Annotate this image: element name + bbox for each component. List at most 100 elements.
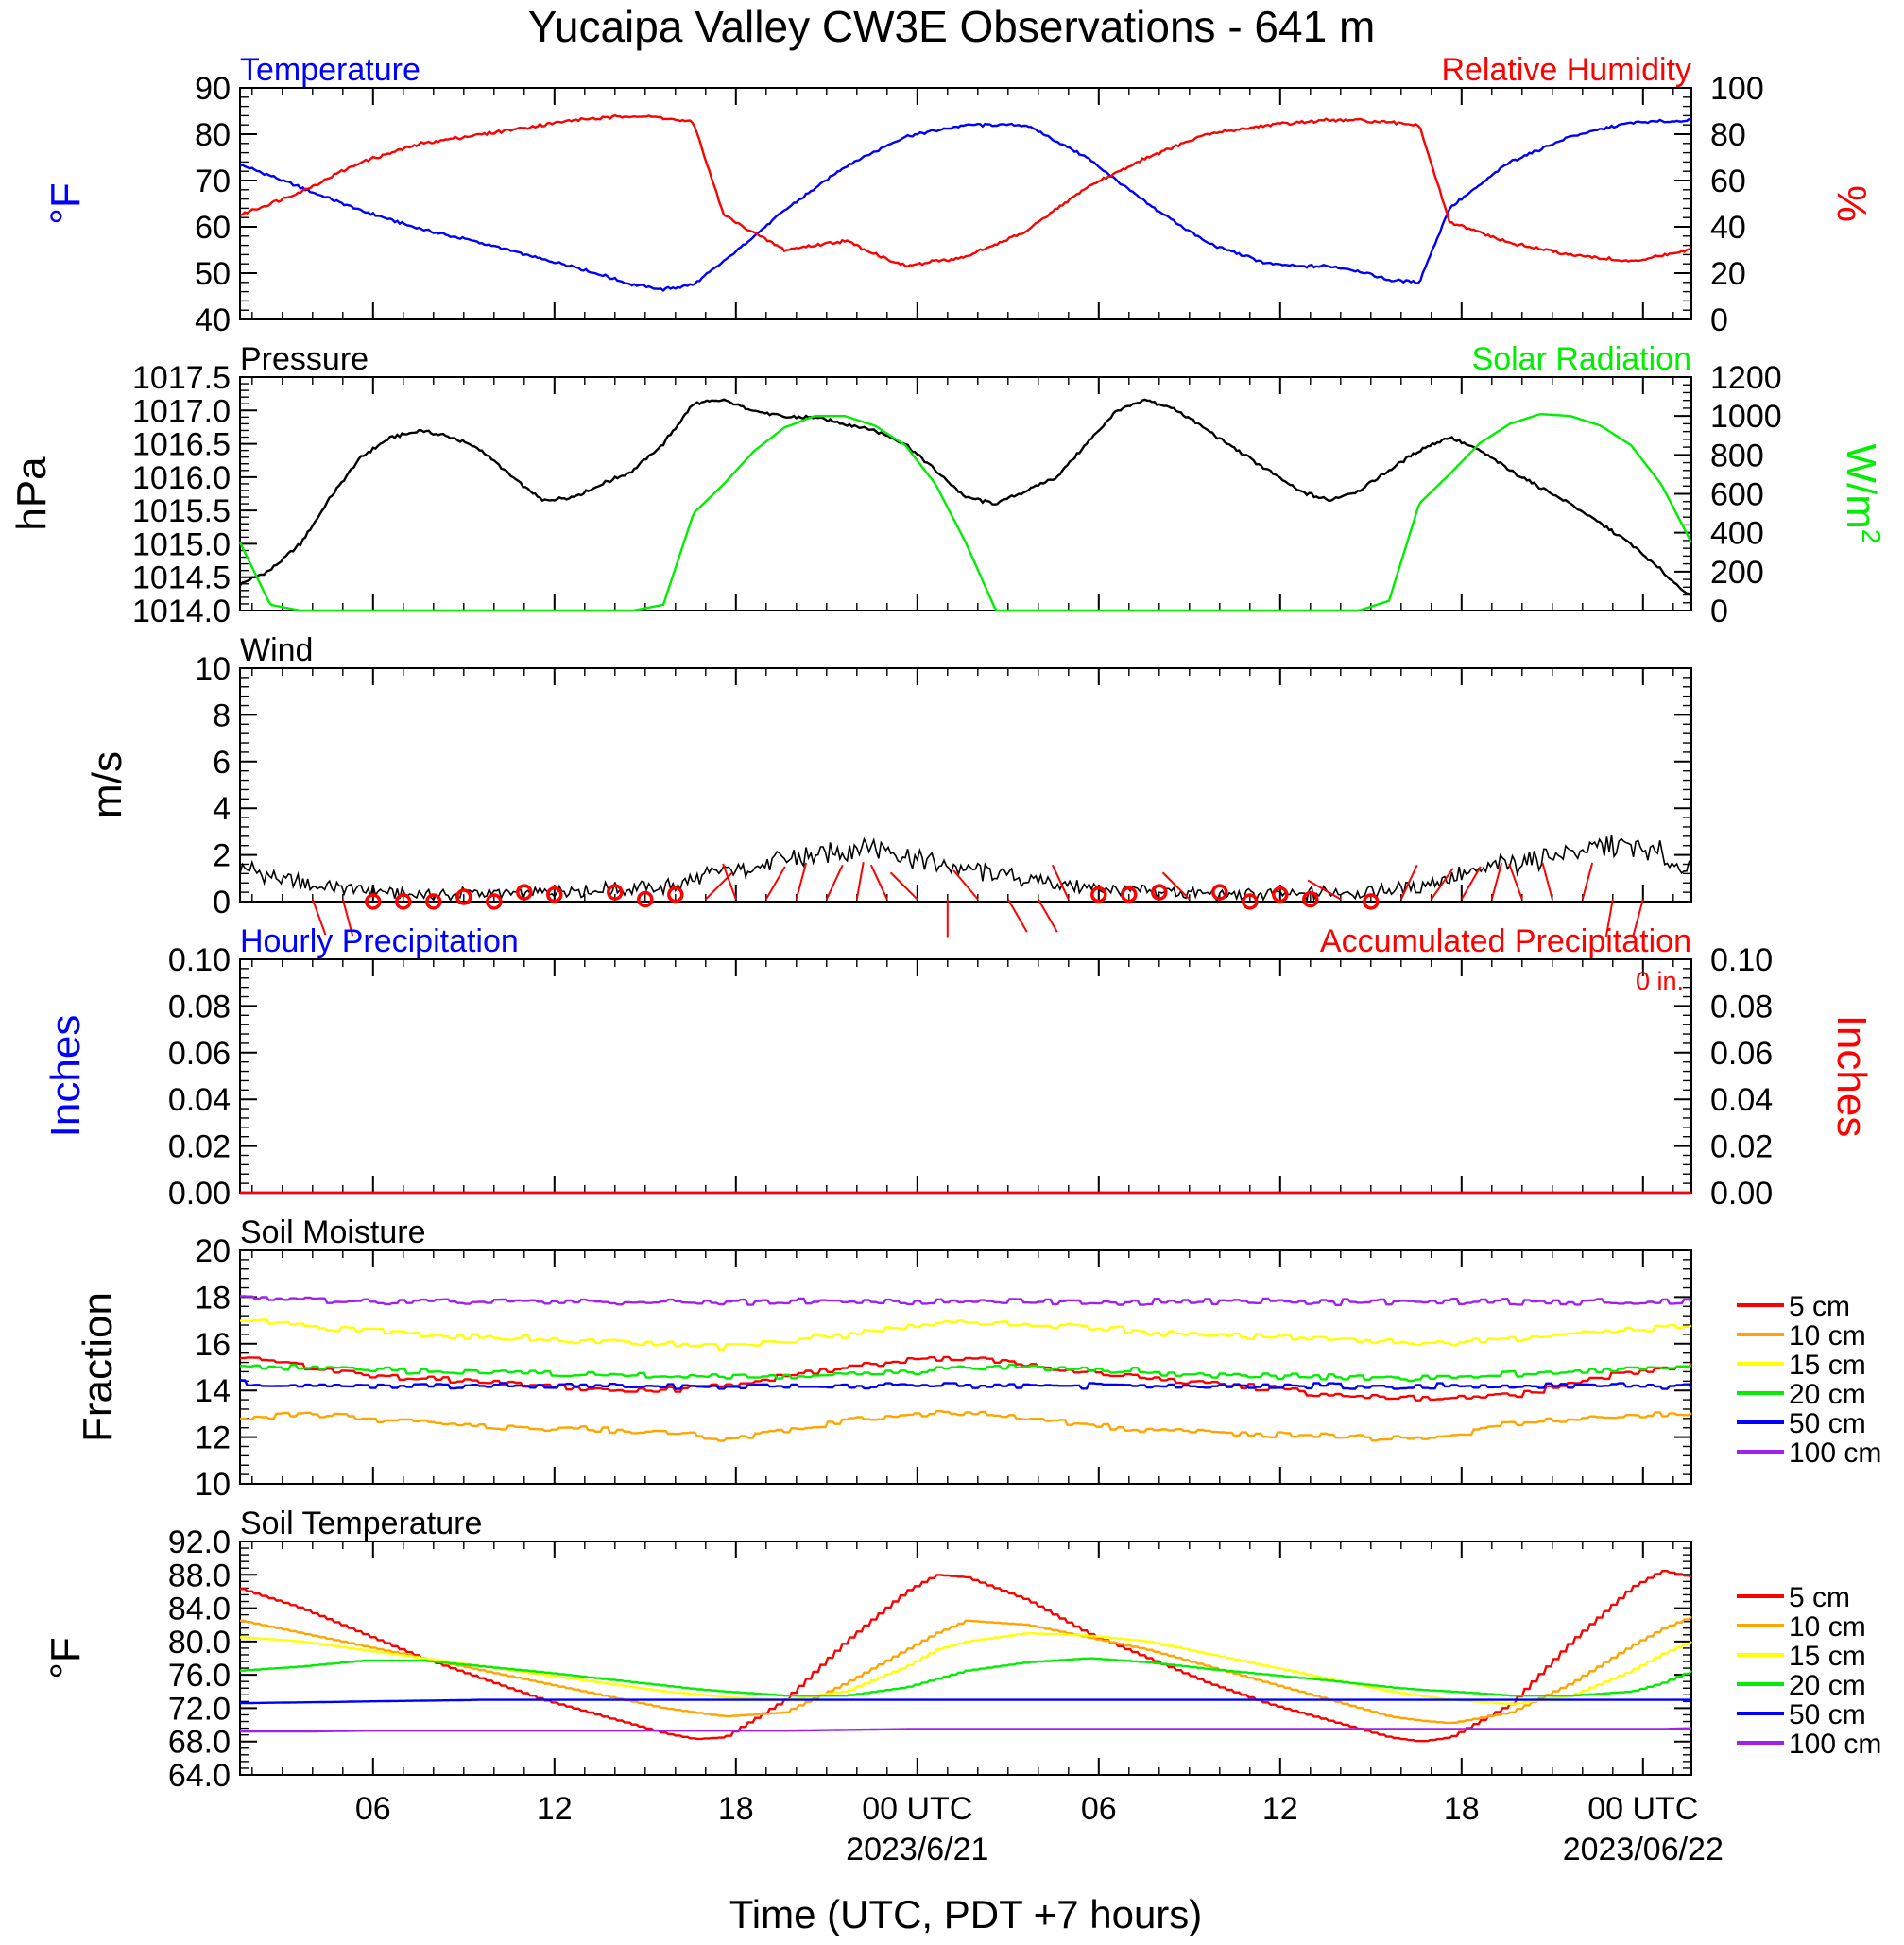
y-tick-label: 60 [1710, 164, 1746, 199]
series-soil-moisture-5cm [240, 1355, 1692, 1402]
legend-label: 10 cm [1789, 1611, 1866, 1643]
y-tick-label: 60 [195, 210, 231, 246]
y-tick-label: 80.0 [168, 1625, 231, 1661]
legend-label: 15 cm [1789, 1641, 1866, 1672]
legend-label: 100 cm [1789, 1437, 1881, 1469]
y-tick-label: 1000 [1710, 399, 1782, 435]
calm-wind-marker [486, 893, 503, 910]
calm-wind-marker [455, 888, 472, 905]
calm-wind-marker [395, 893, 412, 910]
panel-label-right: Solar Radiation [1472, 341, 1691, 377]
y-tick-label: 10 [195, 1467, 231, 1503]
y-tick-label: 0.08 [1710, 989, 1773, 1024]
calm-wind-marker [667, 886, 684, 904]
y-tick-label: 0.00 [1710, 1176, 1773, 1212]
y-tick-label: 50 [195, 256, 231, 292]
x-tick-label: 18 [1444, 1791, 1480, 1827]
y-tick-label: 1014.0 [132, 594, 231, 629]
y-axis-title-left: m/s [84, 751, 130, 818]
calm-wind-marker [546, 886, 563, 904]
time-axis: 06 12 18 00 UTC 06 12 18 00 UTC 2023/6/21 2023/06… [355, 1791, 1724, 1868]
calm-wind-marker [1211, 884, 1228, 901]
wind-barb [1161, 871, 1191, 901]
y-tick-label: 10 [195, 651, 231, 687]
x-tick-label: 06 [355, 1791, 391, 1827]
calm-wind-marker [1242, 893, 1259, 910]
y-tick-label: 90 [195, 71, 231, 107]
x-tick-label: 12 [1262, 1791, 1298, 1827]
wind-barb [855, 861, 865, 900]
panel-label-left: Soil Temperature [240, 1506, 482, 1541]
y-axis-title-right: W/m2 [1838, 444, 1886, 544]
y-tick-label: 92.0 [168, 1524, 231, 1560]
y-axis-title-left: hPa [9, 456, 55, 531]
series-soil-moisture-50cm [240, 1379, 1693, 1390]
y-tick-label: 0.10 [1710, 942, 1773, 978]
y-tick-label: 1015.0 [132, 526, 231, 562]
wind-barb [1006, 899, 1028, 933]
panel-label-left: Wind [240, 632, 313, 668]
series-temp-rh-left [239, 117, 1692, 292]
series-soil-moisture-15cm [240, 1318, 1692, 1351]
panel-pressure-solar: 1014.01014.51015.01015.51016.01016.51017… [9, 341, 1886, 629]
wind-barb [1508, 863, 1523, 900]
wind-barb [1430, 868, 1454, 901]
y-tick-label: 70 [195, 164, 231, 199]
series-soil-moisture-10cm [240, 1409, 1692, 1442]
panel-precip: 0.00 0.02 0.04 0.06 0.08 0.10 0.00 0.02 0.04 0.06… [43, 923, 1875, 1212]
y-tick-label: 40 [195, 302, 231, 338]
wind-barb [1581, 862, 1594, 900]
y-tick-label: 800 [1710, 438, 1764, 473]
series-soil-moisture-100cm [240, 1295, 1692, 1306]
series-pressure-solar-right [238, 412, 1693, 612]
wind-barb [1632, 899, 1644, 937]
legend-label: 10 cm [1789, 1320, 1866, 1351]
unit-superscript: 2 [1857, 529, 1886, 544]
y-tick-label: 1017.5 [132, 360, 231, 396]
wind-barb [825, 864, 844, 900]
y-tick-label: 80 [195, 117, 231, 153]
x-tick-label: 00 UTC [862, 1791, 972, 1827]
calm-wind-marker [1121, 886, 1138, 904]
panel-label-left: Soil Moisture [240, 1214, 426, 1250]
y-tick-label: 200 [1710, 555, 1764, 591]
panel-temp-rh: 40 50 60 70 80 90 0 20 40 60 80 100 Temperature Relat… [43, 52, 1875, 338]
y-tick-label: 1016.0 [132, 460, 231, 496]
y-tick-label: 1200 [1710, 360, 1782, 396]
wind-barb [1460, 866, 1482, 901]
x-tick-label: 12 [537, 1791, 573, 1827]
y-tick-label: 4 [213, 791, 231, 827]
wind-barb [311, 899, 327, 936]
y-tick-label: 600 [1710, 477, 1764, 513]
y-tick-label: 0.08 [168, 989, 231, 1024]
calm-wind-marker [1272, 886, 1289, 904]
y-tick-label: 88.0 [168, 1558, 231, 1593]
series-wind-left [239, 835, 1692, 904]
y-axis-title-left: °F [43, 182, 89, 224]
y-axis-title-right: % [1828, 185, 1875, 222]
y-tick-label: 2 [213, 838, 231, 874]
panel-label-left: Pressure [240, 341, 369, 377]
wind-barb [1307, 879, 1342, 901]
wind-barb [869, 864, 888, 900]
y-axis-title-left: °F [43, 1637, 89, 1678]
y-tick-label: 16 [195, 1327, 231, 1363]
x-axis-label: Time (UTC, PDT +7 hours) [729, 1892, 1203, 1936]
x-tick-label: 18 [718, 1791, 754, 1827]
y-tick-label: 76.0 [168, 1658, 231, 1694]
legend-label: 5 cm [1789, 1582, 1850, 1613]
y-tick-label: 0 [1710, 302, 1728, 338]
legend-label: 50 cm [1789, 1408, 1866, 1439]
plot-frame [239, 667, 1692, 903]
y-tick-label: 64.0 [168, 1758, 231, 1794]
plot-frame [239, 958, 1692, 1194]
legend-label: 20 cm [1789, 1379, 1866, 1410]
y-axis-title-left: Fraction [75, 1292, 121, 1442]
wind-barb [1399, 864, 1418, 900]
plot-frame [239, 1541, 1692, 1776]
y-tick-label: 12 [195, 1420, 231, 1456]
calm-wind-marker [1363, 893, 1380, 910]
